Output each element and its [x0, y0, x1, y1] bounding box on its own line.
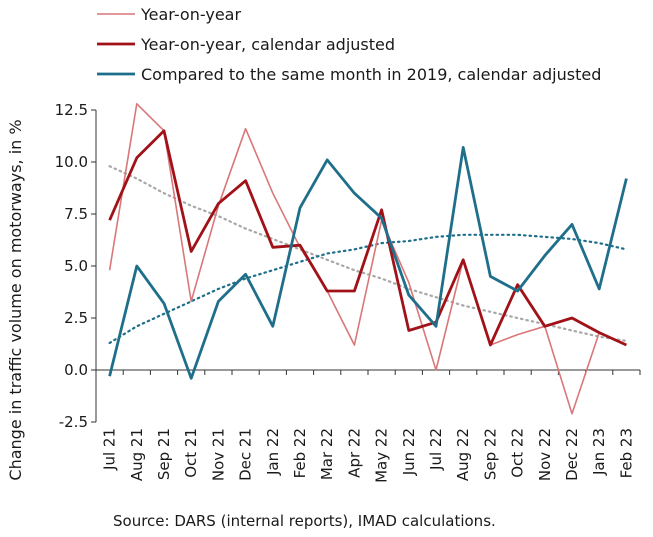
y-tick-label: 7.5 [64, 205, 88, 223]
x-tick-label: Oct 22 [509, 428, 527, 478]
y-tick-label: 10.0 [55, 153, 88, 171]
trendline [108, 233, 628, 345]
y-axis-title: Change in traffic volume on motorways, i… [6, 119, 25, 480]
y-tick-label: -2.5 [59, 413, 88, 431]
x-tick-label: Sep 22 [481, 428, 499, 480]
x-tick-label: Nov 21 [209, 428, 227, 481]
x-tick-label: Jul 21 [101, 428, 119, 471]
legend-label: Year-on-year, calendar adjusted [140, 35, 395, 54]
x-tick-label: Dec 22 [563, 428, 581, 481]
x-tick-label: Oct 21 [182, 428, 200, 478]
trendlines [108, 165, 628, 345]
x-tick-label: Dec 21 [237, 428, 255, 481]
y-tick-label: 12.5 [55, 101, 88, 119]
trendline [108, 165, 628, 342]
x-tick-label: Sep 21 [155, 428, 173, 480]
x-tick-label: Jun 22 [400, 428, 418, 476]
series-line [108, 145, 628, 380]
x-tick-label: Jul 22 [427, 428, 445, 471]
y-tick-label: 5.0 [64, 257, 88, 275]
y-tick-labels: -2.5 0.0 2.5 5.0 7.5 10.0 12.5 [55, 101, 88, 431]
y-tick-label: 0.0 [64, 361, 88, 379]
x-tick-label: Apr 22 [345, 428, 363, 478]
legend: Year-on-year Year-on-year, calendar adjus… [97, 5, 601, 84]
x-tick-label: Nov 22 [536, 428, 554, 481]
x-tick-label: Feb 23 [617, 428, 635, 478]
axes [91, 109, 641, 423]
x-tick-label: Mar 22 [318, 428, 336, 480]
x-tick-label: Aug 21 [128, 428, 146, 481]
y-tick-label: 2.5 [64, 309, 88, 327]
x-tick-label: May 22 [373, 428, 391, 483]
legend-label: Year-on-year [140, 5, 241, 24]
series-lines [108, 103, 628, 415]
x-tick-label: Aug 22 [454, 428, 472, 481]
source-note: Source: DARS (internal reports), IMAD ca… [113, 512, 496, 530]
series-line [108, 103, 627, 415]
x-tick-label: Jan 22 [264, 428, 282, 476]
x-tick-label: Feb 22 [291, 428, 309, 478]
series-line [108, 129, 627, 347]
x-tick-labels: Jul 21 Aug 21 Sep 21 Oct 21 Nov 21 Dec 21 Jan … [101, 428, 636, 483]
x-tick-label: Jan 23 [590, 428, 608, 476]
legend-label: Compared to the same month in 2019, cale… [141, 65, 601, 84]
